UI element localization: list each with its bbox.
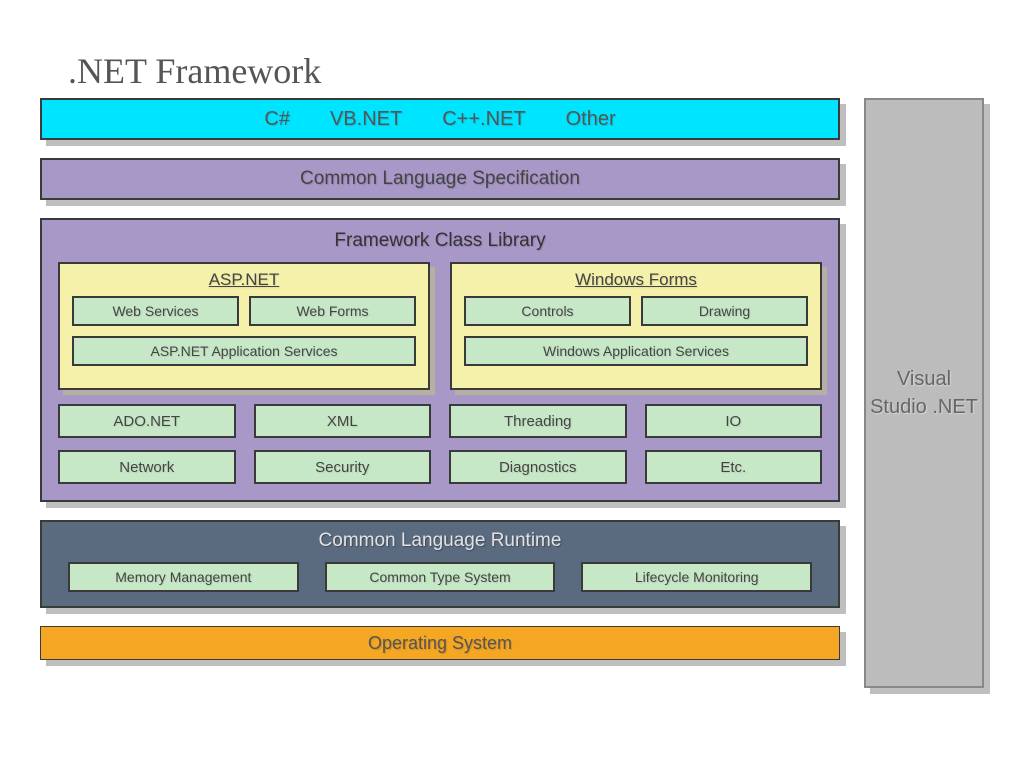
page-title: .NET Framework (68, 50, 984, 92)
lang-other: Other (566, 108, 616, 131)
fcl-adonet: ADO.NET (58, 404, 236, 438)
fcl-base-grid: ADO.NET XML Threading IO Network Securit… (58, 404, 822, 484)
fcl-layer: Framework Class Library ASP.NET Web Serv… (40, 218, 840, 502)
fcl-security: Security (254, 450, 432, 484)
lang-cppnet: C++.NET (442, 108, 525, 131)
os-label: Operating System (40, 626, 840, 660)
visual-studio-box: Visual Studio .NET (864, 98, 984, 688)
winforms-controls: Controls (464, 296, 631, 326)
fcl-title: Framework Class Library (58, 230, 822, 252)
os-layer: Operating System (40, 626, 840, 660)
visual-studio-column: Visual Studio .NET (864, 98, 984, 688)
lang-csharp: C# (264, 108, 290, 131)
fcl-network: Network (58, 450, 236, 484)
diagram-container: C# VB.NET C++.NET Other Common Language … (40, 98, 984, 688)
languages-layer: C# VB.NET C++.NET Other (40, 98, 840, 140)
aspnet-webforms: Web Forms (249, 296, 416, 326)
winforms-appservices: Windows Application Services (464, 336, 808, 366)
fcl-xml: XML (254, 404, 432, 438)
winforms-panel: Windows Forms Controls Drawing Windows A… (450, 262, 822, 390)
aspnet-webservices: Web Services (72, 296, 239, 326)
fcl-threading: Threading (449, 404, 627, 438)
fcl-io: IO (645, 404, 823, 438)
fcl-etc: Etc. (645, 450, 823, 484)
clr-lifecycle: Lifecycle Monitoring (581, 562, 812, 592)
aspnet-panel: ASP.NET Web Services Web Forms ASP.NET A… (58, 262, 430, 390)
architecture-stack: C# VB.NET C++.NET Other Common Language … (40, 98, 840, 688)
winforms-title: Windows Forms (464, 270, 808, 290)
lang-vbnet: VB.NET (330, 108, 402, 131)
cls-layer: Common Language Specification (40, 158, 840, 200)
cls-label: Common Language Specification (40, 158, 840, 200)
clr-cts: Common Type System (325, 562, 556, 592)
aspnet-appservices: ASP.NET Application Services (72, 336, 416, 366)
clr-title: Common Language Runtime (58, 530, 822, 552)
clr-layer: Common Language Runtime Memory Managemen… (40, 520, 840, 608)
clr-memory: Memory Management (68, 562, 299, 592)
aspnet-title: ASP.NET (72, 270, 416, 290)
winforms-drawing: Drawing (641, 296, 808, 326)
fcl-diagnostics: Diagnostics (449, 450, 627, 484)
